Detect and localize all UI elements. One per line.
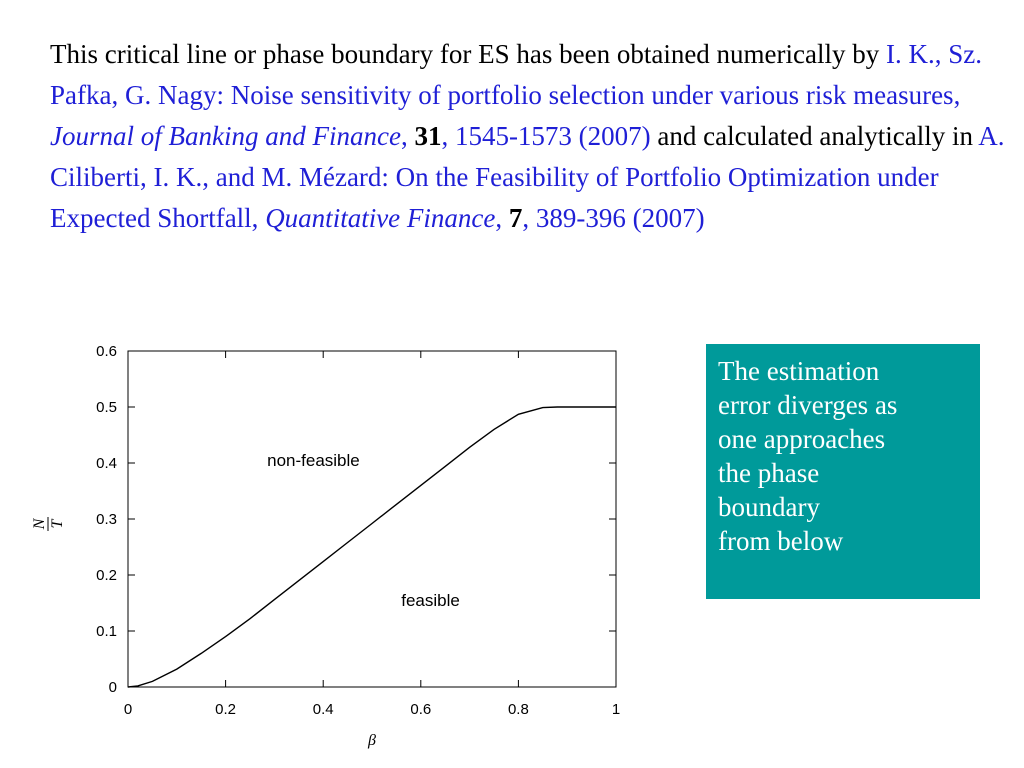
reference-1-pages[interactable]: , 1545-1573 (2007)	[441, 121, 651, 151]
reference-2-separator[interactable]: ,	[495, 203, 509, 233]
reference-2-journal[interactable]: Quantitative Finance	[265, 203, 496, 233]
callout-box: The estimation error diverges as one app…	[706, 344, 980, 599]
phase-boundary-curve	[127, 406, 616, 688]
reference-2-authors[interactable]: A. Ciliberti, I. K., and M. Mézard: On t…	[50, 121, 1005, 233]
y-tick-label: 0.5	[96, 399, 117, 416]
x-tick-label: 0.4	[313, 701, 334, 718]
phase-boundary-chart: 0 0.2 0.4 0.6 0.8 1 0 0.1 0.2 0.3 0.4 0.5 0.6 non-fe…	[31, 343, 620, 749]
connector-text: and calculated analytically in	[650, 121, 979, 151]
reference-1-journal[interactable]: Journal of Banking and Finance	[50, 121, 401, 151]
x-tick-label: 0.2	[215, 701, 236, 718]
reference-2-pages[interactable]: , 389-396 (2007)	[522, 203, 705, 233]
y-tick-label: 0.2	[96, 567, 117, 584]
reference-1[interactable]: I. K., Sz. Pafka, G. Nagy: Noise sensiti…	[50, 39, 982, 151]
axis-ticks	[127, 350, 617, 688]
reference-2-volume[interactable]: 7	[508, 203, 523, 233]
x-tick-label: 0.8	[508, 701, 529, 718]
reference-1-separator[interactable]: ,	[400, 121, 415, 151]
y-tick-label: 0.1	[96, 623, 117, 640]
region-label: non-feasible	[267, 451, 360, 470]
y-tick-label: 0.3	[96, 511, 117, 528]
plot-frame	[127, 350, 617, 688]
x-tick-label: 0	[124, 701, 132, 718]
y-tick-label: 0	[109, 679, 117, 696]
reference-1-authors[interactable]: I. K., Sz. Pafka, G. Nagy: Noise sensiti…	[50, 39, 982, 110]
y-axis-label: N T	[31, 517, 66, 531]
tick-labels: 0 0.2 0.4 0.6 0.8 1 0 0.1 0.2 0.3 0.4 0.5 0.6	[96, 343, 620, 718]
y-axis-label-denominator: T	[49, 518, 66, 528]
region-labels: non-feasible feasible	[267, 451, 460, 610]
region-label: feasible	[401, 591, 460, 610]
y-tick-label: 0.6	[96, 343, 117, 360]
reference-1-volume[interactable]: 31	[414, 121, 442, 151]
y-tick-label: 0.4	[96, 455, 117, 472]
y-axis-label-numerator: N	[31, 517, 48, 530]
x-axis-label: β	[367, 732, 376, 749]
intro-text: This critical line or phase boundary for…	[50, 39, 886, 69]
reference-2[interactable]: A. Ciliberti, I. K., and M. Mézard: On t…	[50, 121, 1005, 233]
description-paragraph: This critical line or phase boundary for…	[50, 34, 1020, 308]
x-tick-label: 1	[612, 701, 620, 718]
x-tick-label: 0.6	[410, 701, 431, 718]
